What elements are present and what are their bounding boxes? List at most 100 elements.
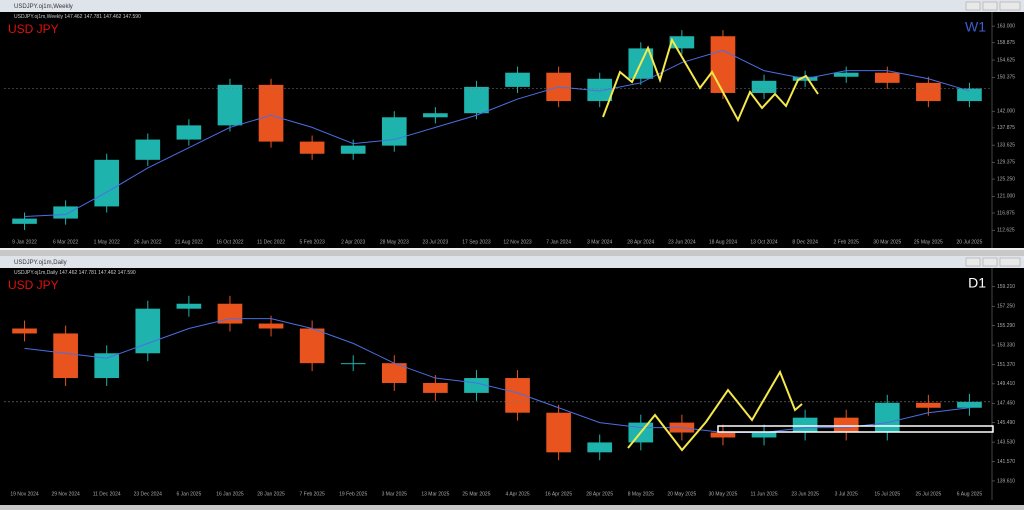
x-tick-label: 16 Apr 2025 bbox=[545, 491, 572, 497]
y-tick-label: 159.210 bbox=[997, 284, 1015, 290]
x-tick-label: 6 Jan 2025 bbox=[177, 491, 202, 497]
candle-body bbox=[874, 72, 900, 83]
candle-body bbox=[381, 363, 407, 383]
candle-body bbox=[423, 382, 448, 393]
y-tick-label: 142.000 bbox=[997, 109, 1015, 115]
x-tick-label: 3 Jul 2025 bbox=[835, 491, 858, 497]
maximize-button[interactable] bbox=[982, 1, 998, 11]
x-tick-label: 15 Jul 2025 bbox=[874, 491, 900, 497]
x-tick-label: 19 Feb 2025 bbox=[339, 491, 367, 497]
y-tick-label: 139.610 bbox=[997, 478, 1015, 484]
candle-body bbox=[916, 402, 941, 408]
x-tick-label: 30 Mar 2025 bbox=[873, 239, 901, 245]
candle-body bbox=[340, 363, 366, 365]
candle-body bbox=[710, 36, 736, 93]
x-tick-label: 28 Jan 2025 bbox=[257, 491, 285, 497]
x-tick-label: 8 Dec 2024 bbox=[792, 239, 818, 245]
x-tick-label: 2 Feb 2025 bbox=[834, 239, 860, 245]
x-tick-label: 23 Dec 2024 bbox=[134, 491, 163, 497]
x-tick-label: 1 May 2022 bbox=[94, 239, 120, 245]
y-tick-label: 153.330 bbox=[997, 342, 1015, 348]
candle-body bbox=[217, 84, 243, 126]
y-tick-label: 150.375 bbox=[997, 75, 1015, 81]
candle-body bbox=[710, 432, 736, 438]
candle-body bbox=[751, 80, 777, 93]
candle-body bbox=[587, 442, 613, 453]
x-tick-label: 6 Mar 2022 bbox=[53, 239, 79, 245]
x-tick-label: 29 Nov 2024 bbox=[51, 491, 80, 497]
candle-body bbox=[176, 125, 202, 140]
x-tick-label: 21 Aug 2022 bbox=[175, 239, 203, 245]
y-tick-label: 163.000 bbox=[997, 23, 1015, 29]
candle-body bbox=[381, 117, 407, 146]
window-title: USDJPY.oj1m,Weekly bbox=[14, 4, 73, 10]
x-tick-label: 28 Apr 2025 bbox=[586, 491, 613, 497]
x-tick-label: 18 Aug 2024 bbox=[709, 239, 737, 245]
x-tick-label: 16 Jan 2025 bbox=[216, 491, 244, 497]
candle-body bbox=[957, 88, 982, 102]
candle-body bbox=[916, 82, 941, 102]
x-tick-label: 9 Jan 2022 bbox=[12, 239, 37, 245]
candle-body bbox=[258, 323, 284, 329]
minimize-button[interactable] bbox=[965, 257, 981, 267]
x-tick-label: 3 Mar 2025 bbox=[382, 491, 408, 497]
candle-body bbox=[464, 86, 489, 114]
y-tick-label: 145.490 bbox=[997, 420, 1015, 426]
x-tick-label: 11 Dec 2022 bbox=[257, 239, 285, 245]
candle-body bbox=[258, 84, 284, 142]
x-tick-label: 11 Jun 2025 bbox=[750, 491, 777, 497]
candle-body bbox=[53, 206, 78, 219]
chart-subtitle: USDJPY.oj1m,Weekly 147.462 147.781 147.4… bbox=[14, 14, 141, 20]
moving-average bbox=[24, 49, 970, 218]
y-tick-label: 133.625 bbox=[997, 142, 1015, 148]
candle-body bbox=[53, 333, 78, 379]
close-button[interactable] bbox=[999, 1, 1021, 11]
y-tick-label: 141.570 bbox=[997, 459, 1015, 465]
candle-body bbox=[135, 139, 161, 160]
chart-subtitle: USDJPY.oj1m,Daily 147.462 147.781 147.46… bbox=[14, 270, 136, 276]
minimize-button[interactable] bbox=[965, 1, 981, 11]
x-tick-label: 25 Jul 2025 bbox=[915, 491, 941, 497]
x-tick-label: 25 May 2025 bbox=[914, 239, 943, 245]
maximize-button[interactable] bbox=[982, 257, 998, 267]
candle-body bbox=[505, 72, 530, 87]
x-tick-label: 4 Apr 2025 bbox=[505, 491, 529, 497]
y-tick-label: 155.290 bbox=[997, 323, 1015, 329]
candle-body bbox=[546, 412, 571, 453]
x-tick-label: 23 Jun 2024 bbox=[668, 239, 696, 245]
x-tick-label: 23 Jun 2025 bbox=[791, 491, 819, 497]
x-tick-label: 16 Oct 2022 bbox=[216, 239, 243, 245]
y-tick-label: 149.410 bbox=[997, 381, 1015, 387]
period-label: W1 bbox=[965, 19, 986, 35]
candle-body bbox=[792, 417, 818, 433]
y-tick-label: 158.875 bbox=[997, 40, 1015, 46]
zigzag-drawing bbox=[602, 37, 819, 123]
symbol-label: USD JPY bbox=[8, 22, 59, 36]
x-tick-label: 12 Nov 2023 bbox=[503, 239, 532, 245]
close-button[interactable] bbox=[999, 257, 1021, 267]
candle-body bbox=[833, 72, 859, 77]
moving-average bbox=[24, 318, 970, 434]
y-tick-label: 112.625 bbox=[997, 228, 1015, 234]
x-tick-label: 13 Oct 2024 bbox=[750, 239, 777, 245]
x-tick-label: 28 Apr 2024 bbox=[627, 239, 654, 245]
y-tick-label: 116.875 bbox=[997, 210, 1015, 216]
x-tick-label: 28 May 2023 bbox=[380, 239, 409, 245]
x-tick-label: 25 Mar 2025 bbox=[462, 491, 490, 497]
candle-body bbox=[340, 145, 366, 154]
y-tick-label: 129.375 bbox=[997, 160, 1015, 166]
x-tick-label: 13 Mar 2025 bbox=[421, 491, 449, 497]
candle-body bbox=[505, 378, 530, 413]
y-tick-label: 137.875 bbox=[997, 125, 1015, 131]
y-tick-label: 121.000 bbox=[997, 194, 1015, 200]
x-tick-label: 20 Jul 2025 bbox=[957, 239, 983, 245]
candle-body bbox=[423, 113, 448, 118]
title-bar bbox=[0, 256, 1024, 268]
x-tick-label: 6 Aug 2025 bbox=[957, 491, 983, 497]
x-tick-label: 3 Mar 2024 bbox=[587, 239, 613, 245]
y-tick-label: 151.370 bbox=[997, 362, 1015, 368]
x-tick-label: 17 Sep 2023 bbox=[462, 239, 491, 245]
period-label: D1 bbox=[968, 275, 986, 291]
